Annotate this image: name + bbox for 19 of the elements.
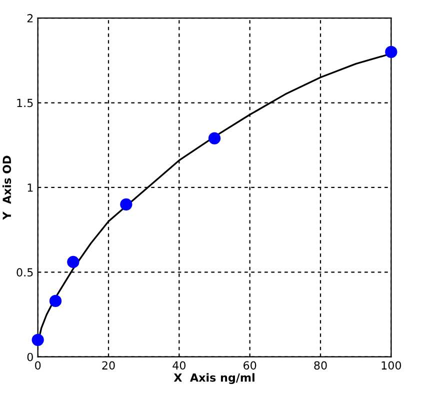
y-tick-label: 1.5 (17, 98, 33, 108)
x-tick-label: 100 (382, 361, 402, 370)
point (49, 294, 62, 308)
x-tick-label: 60 (244, 361, 256, 370)
x-tick-label: 40 (172, 361, 186, 370)
x-axis-title: X Axis ng/ml (174, 373, 254, 384)
y-tick-label: 0 (27, 352, 33, 362)
point (208, 132, 221, 144)
x-tick-label: 0 (35, 361, 41, 370)
y-tick-label: 1 (28, 184, 33, 192)
point (385, 46, 398, 58)
y-tick-label: 2 (27, 14, 33, 22)
x-tick-label: 80 (314, 361, 327, 370)
point (67, 256, 80, 268)
x-tick-label: 20 (102, 361, 115, 370)
point (120, 198, 132, 210)
point (32, 334, 44, 346)
y-tick-label: 0.5 (16, 268, 33, 277)
y-axis-title: Y Axis OD (2, 156, 12, 220)
